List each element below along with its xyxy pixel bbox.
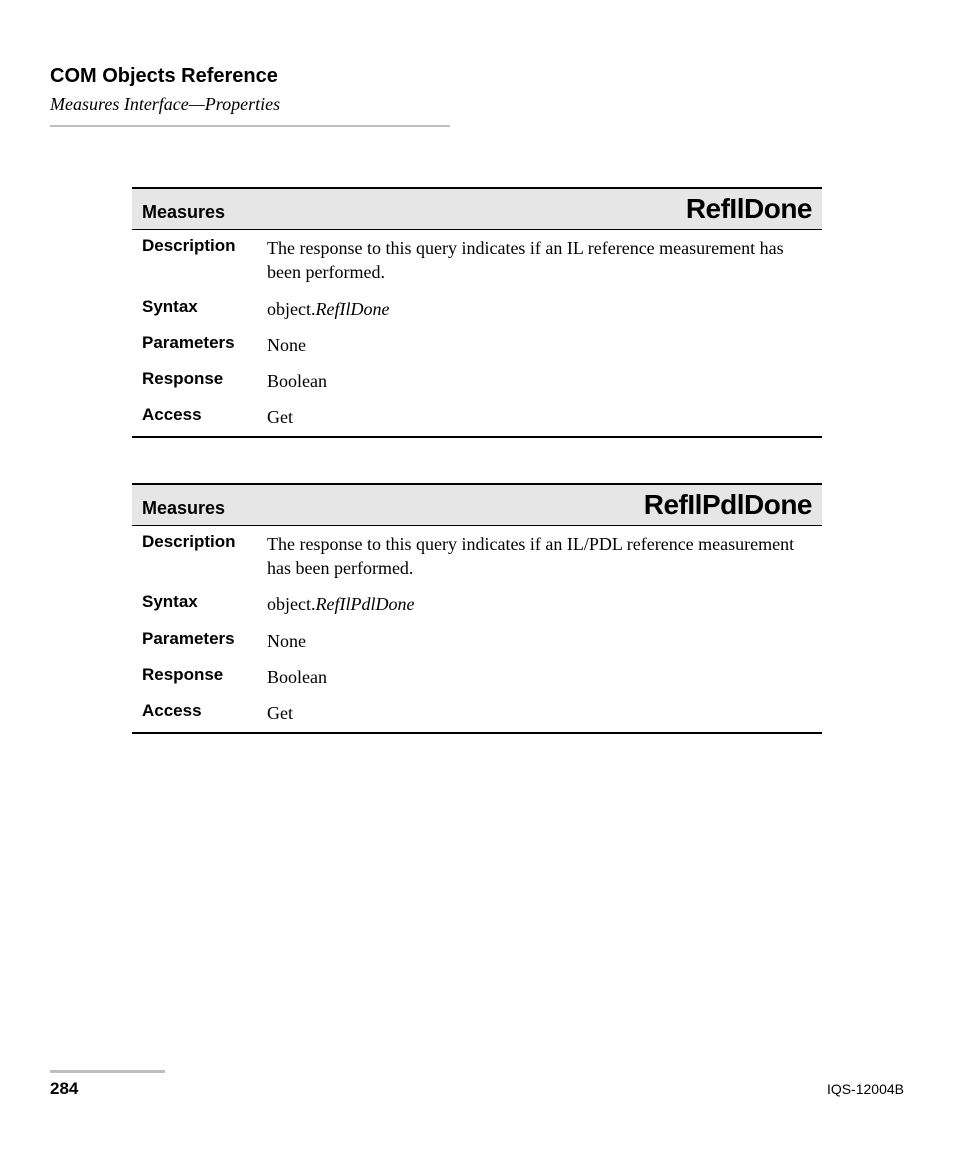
row-label-syntax: Syntax (142, 297, 267, 321)
row-label-description: Description (142, 236, 267, 285)
syntax-name: RefIlPdlDone (315, 594, 414, 614)
footer-row: 284 IQS-12004B (50, 1079, 904, 1099)
row-value: Get (267, 701, 812, 725)
row-label-parameters: Parameters (142, 333, 267, 357)
row-label-syntax: Syntax (142, 592, 267, 616)
page-header: COM Objects Reference Measures Interface… (50, 65, 904, 127)
table-row: Description The response to this query i… (132, 526, 822, 587)
syntax-prefix: object. (267, 594, 315, 614)
table-row: Response Boolean (132, 363, 822, 399)
table-row: Parameters None (132, 623, 822, 659)
header-subtitle: Measures Interface—Properties (50, 94, 904, 115)
row-value: None (267, 629, 812, 653)
table-row: Access Get (132, 695, 822, 731)
table-category: Measures (142, 202, 225, 223)
row-value: None (267, 333, 812, 357)
row-label-description: Description (142, 532, 267, 581)
table-row: Response Boolean (132, 659, 822, 695)
row-value: object.RefIlDone (267, 297, 812, 321)
row-label-response: Response (142, 369, 267, 393)
row-value: Boolean (267, 665, 812, 689)
footer-rule (50, 1070, 165, 1073)
table-header: Measures RefIlDone (132, 189, 822, 230)
reference-table: Measures RefIlDone Description The respo… (132, 187, 822, 438)
table-row: Syntax object.RefIlDone (132, 291, 822, 327)
row-label-parameters: Parameters (142, 629, 267, 653)
table-header: Measures RefIlPdlDone (132, 485, 822, 526)
table-row: Access Get (132, 399, 822, 435)
table-property-name: RefIlPdlDone (644, 489, 812, 521)
page: COM Objects Reference Measures Interface… (0, 0, 954, 1159)
table-category: Measures (142, 498, 225, 519)
row-value: object.RefIlPdlDone (267, 592, 812, 616)
row-label-access: Access (142, 405, 267, 429)
table-property-name: RefIlDone (686, 193, 812, 225)
row-value: The response to this query indicates if … (267, 236, 812, 285)
page-footer: 284 IQS-12004B (50, 1070, 904, 1099)
row-label-response: Response (142, 665, 267, 689)
syntax-prefix: object. (267, 299, 315, 319)
row-value: The response to this query indicates if … (267, 532, 812, 581)
doc-id: IQS-12004B (827, 1081, 904, 1097)
header-title: COM Objects Reference (50, 65, 904, 88)
row-label-access: Access (142, 701, 267, 725)
table-row: Parameters None (132, 327, 822, 363)
row-value: Boolean (267, 369, 812, 393)
row-value: Get (267, 405, 812, 429)
table-row: Syntax object.RefIlPdlDone (132, 586, 822, 622)
syntax-name: RefIlDone (315, 299, 389, 319)
header-rule (50, 125, 450, 127)
table-row: Description The response to this query i… (132, 230, 822, 291)
page-number: 284 (50, 1079, 78, 1099)
reference-table: Measures RefIlPdlDone Description The re… (132, 483, 822, 734)
